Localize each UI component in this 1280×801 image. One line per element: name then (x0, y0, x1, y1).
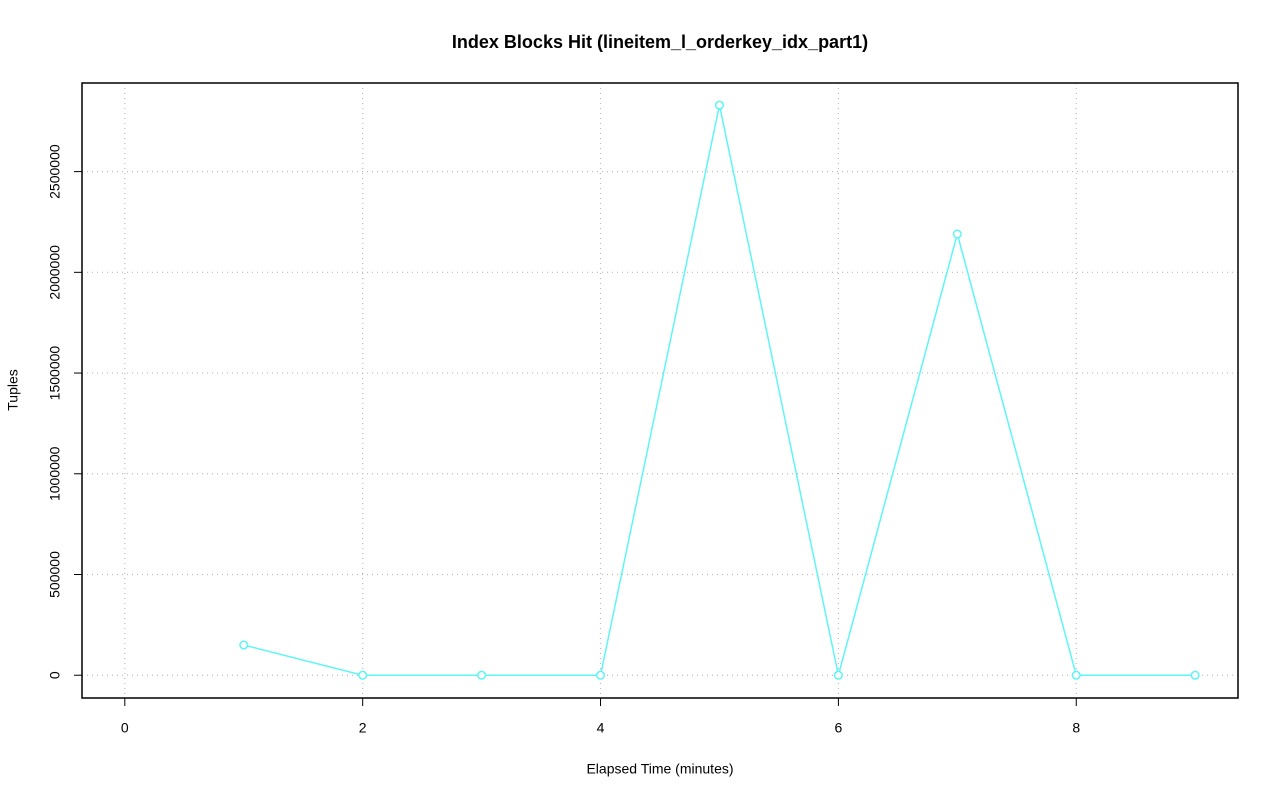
x-axis-label: Elapsed Time (minutes) (586, 761, 733, 777)
data-point (714, 100, 725, 110)
y-tick-label: 1500000 (47, 346, 63, 401)
x-tick-label: 4 (597, 720, 605, 736)
x-tick-label: 2 (359, 720, 367, 736)
x-tick-label: 6 (834, 720, 842, 736)
data-point (595, 670, 606, 680)
data-point (1071, 670, 1081, 680)
y-tick-label: 2000000 (47, 245, 63, 300)
plot-frame (81, 82, 1239, 699)
chart-title: Index Blocks Hit (lineitem_l_orderkey_id… (452, 32, 868, 52)
data-line (243, 104, 1196, 676)
x-tick-label: 8 (1072, 720, 1080, 736)
y-tick-label: 1000000 (47, 446, 63, 501)
data-point (1190, 670, 1200, 680)
data-point (358, 670, 368, 680)
y-tick-label: 0 (47, 671, 63, 679)
y-tick-label: 500000 (47, 551, 63, 598)
x-tick-label: 0 (121, 720, 129, 736)
data-point (239, 640, 249, 650)
y-axis-label: Tuples (5, 369, 21, 411)
y-tick-label: 2500000 (47, 144, 63, 199)
data-point (952, 229, 962, 239)
data-point (477, 670, 487, 680)
data-point (833, 670, 843, 680)
